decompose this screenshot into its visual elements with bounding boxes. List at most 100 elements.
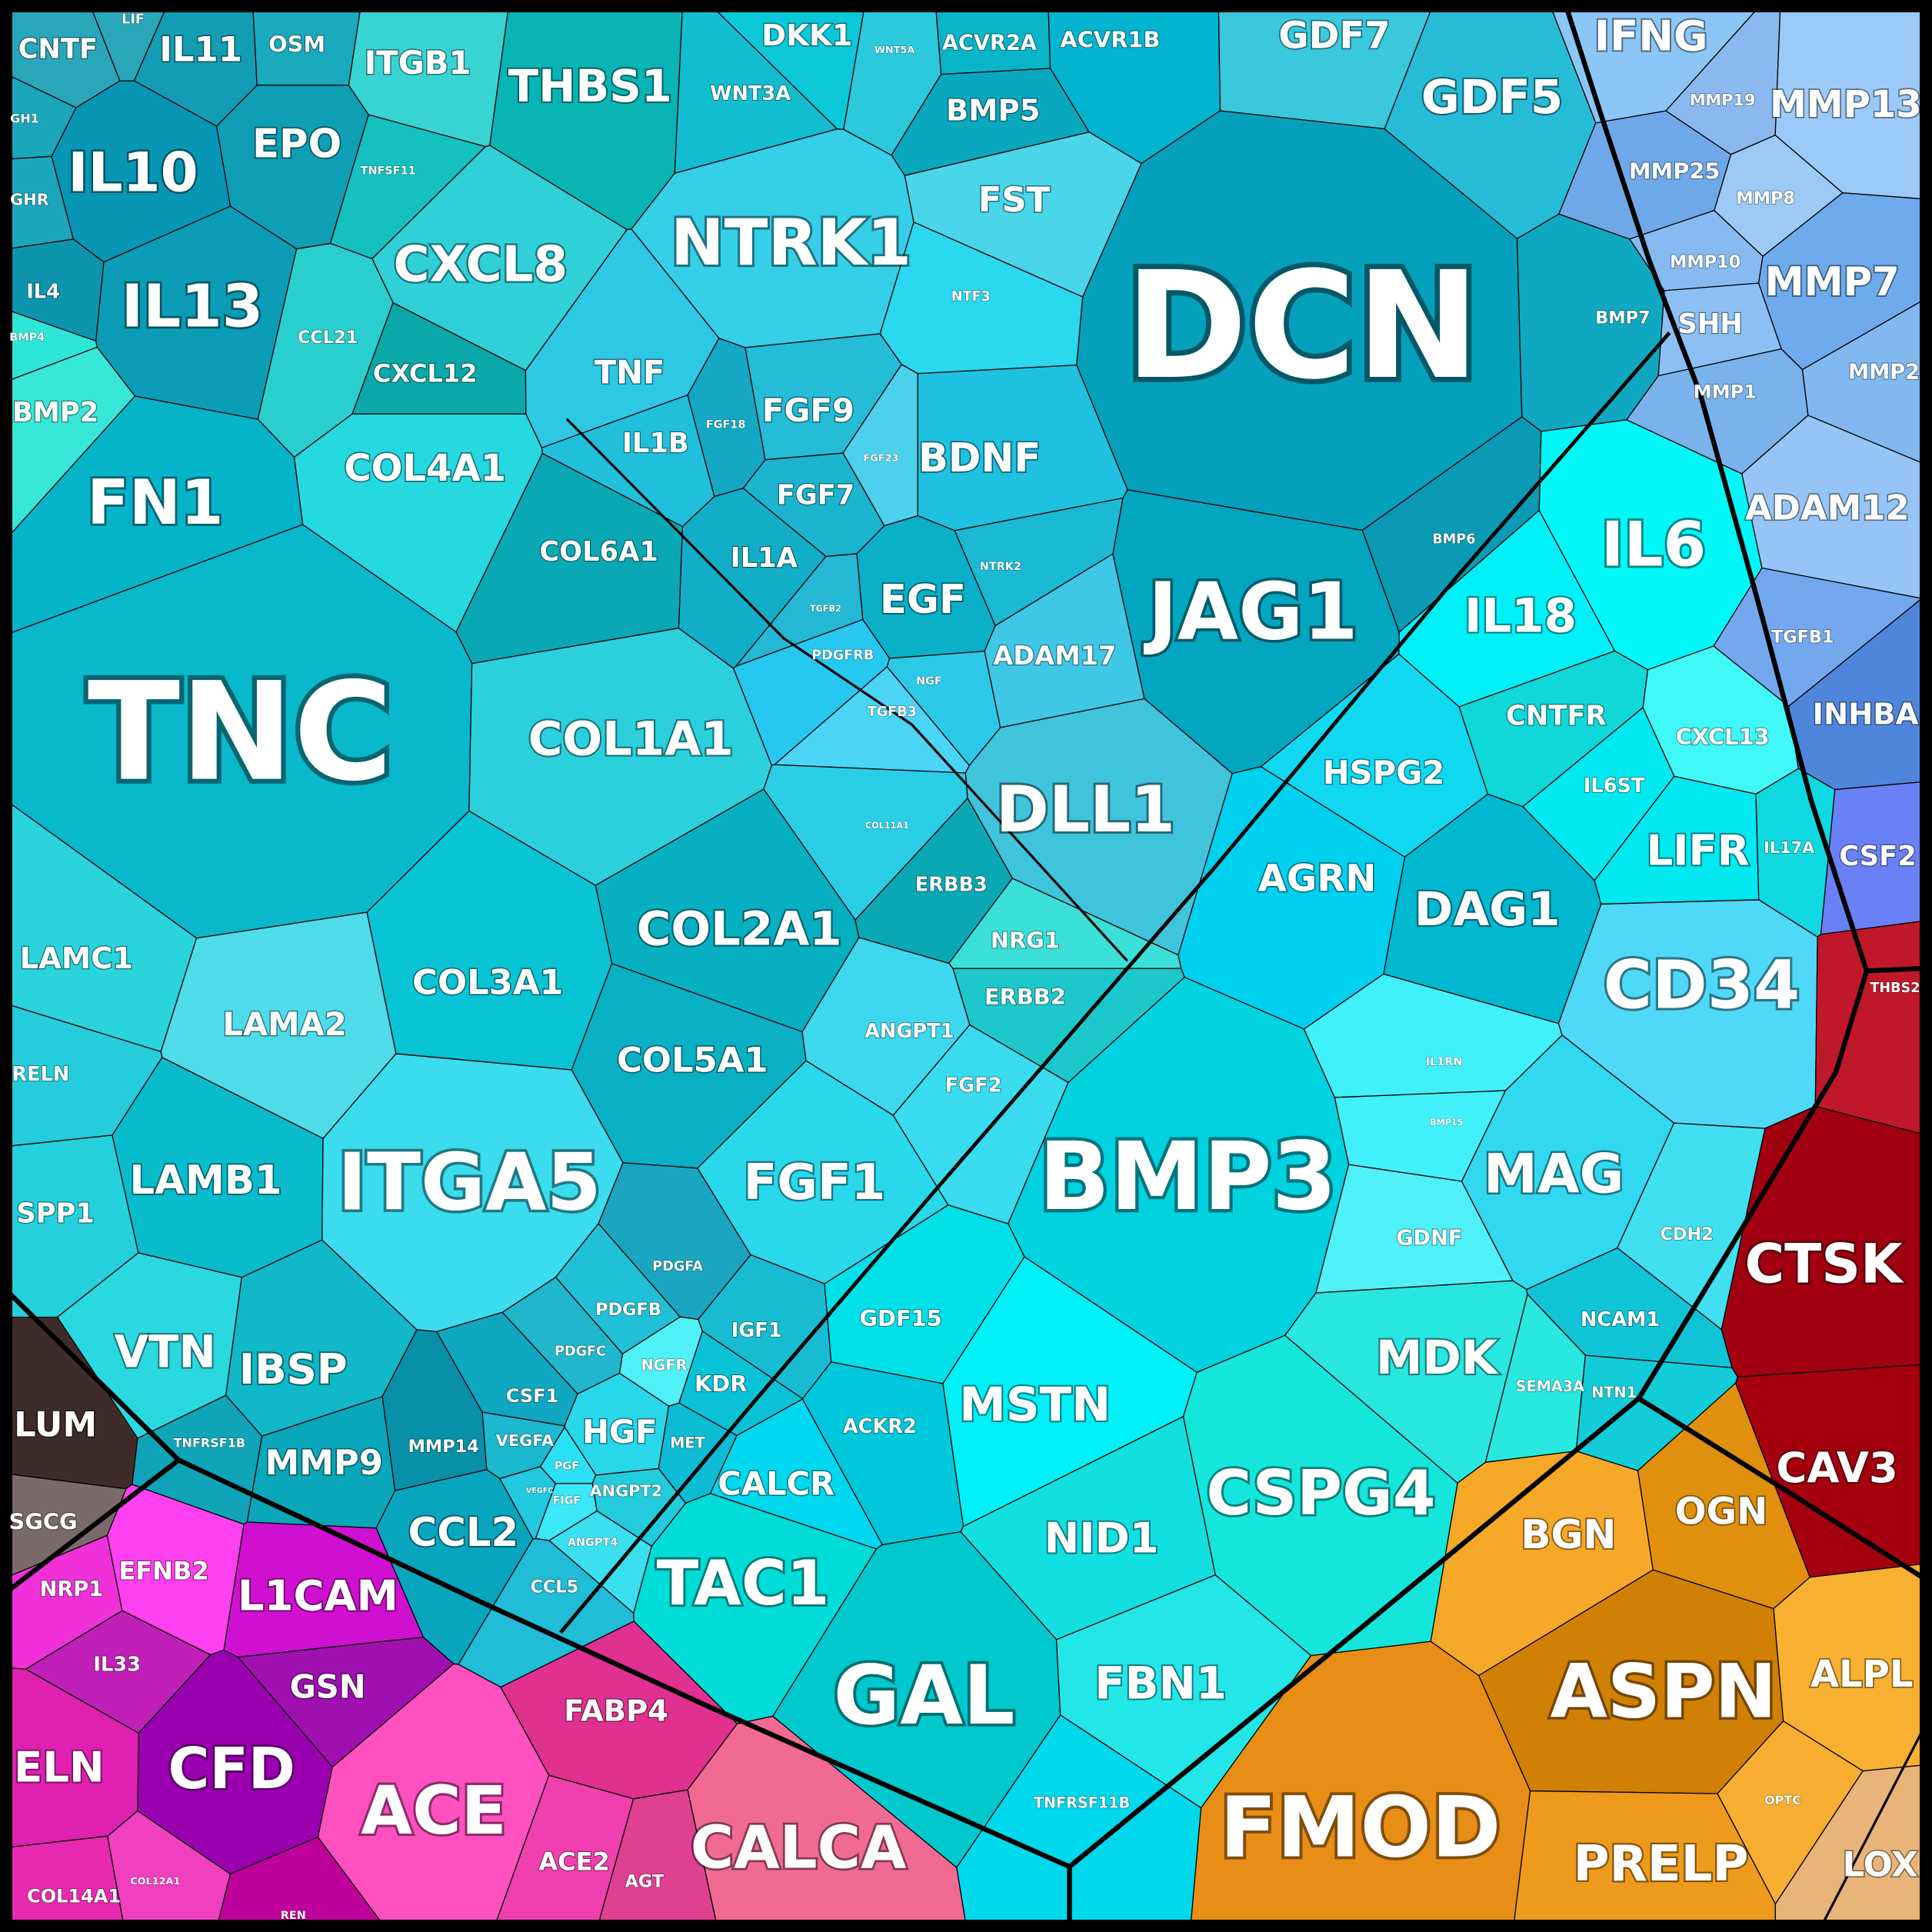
cell-label: DKK1 xyxy=(761,18,852,53)
cell-label: LAMC1 xyxy=(20,941,133,976)
group-border xyxy=(8,1457,181,1592)
cell-label: BMP3 xyxy=(1038,1122,1337,1231)
cell-label: IFNG xyxy=(1594,11,1708,60)
cell-label: IL1B xyxy=(622,428,689,459)
cell-label: FABP4 xyxy=(564,1694,668,1729)
cell-label: TAC1 xyxy=(657,1547,830,1619)
cell-label: TNF xyxy=(595,353,665,391)
cell-label: WNT5A xyxy=(874,45,914,56)
cell-label: HGF xyxy=(582,1413,657,1451)
cell-label: DCN xyxy=(1125,241,1481,412)
cell-label: FGF7 xyxy=(777,480,855,511)
cell-label: GH1 xyxy=(10,111,39,125)
cell-label: FGF2 xyxy=(945,1074,1002,1097)
cell-label: ACVR1B xyxy=(1060,26,1160,52)
cell-label: IL11 xyxy=(159,29,242,70)
cell-label: VTN xyxy=(115,1325,216,1377)
cell-label: THBS1 xyxy=(508,60,672,112)
cell-label: AGT xyxy=(625,1871,665,1891)
cell-label: NGFR xyxy=(641,1357,688,1374)
cell-label: BGN xyxy=(1521,1512,1616,1558)
cell-label: LIFR xyxy=(1647,825,1750,874)
cell-label: IGF1 xyxy=(731,1319,782,1342)
cell-label: ADAM17 xyxy=(993,641,1116,671)
cell-label: ADAM12 xyxy=(1745,488,1910,528)
cell-label: LIF xyxy=(122,12,145,28)
group-border xyxy=(1564,8,1923,974)
cell-label: MAG xyxy=(1484,1143,1624,1206)
cell-label: FN1 xyxy=(87,467,223,538)
cell-label: IL17A xyxy=(1764,838,1814,857)
cell-label: NTRK1 xyxy=(671,205,911,280)
cell-label: INHBA xyxy=(1813,698,1919,732)
cell-label: GAL xyxy=(834,1648,1015,1743)
cell xyxy=(1334,1090,1507,1182)
cell-label: MMP10 xyxy=(1670,252,1740,272)
cell-label: MMP19 xyxy=(1690,91,1756,109)
cell-label: ANGPT4 xyxy=(568,1537,618,1549)
cell-label: MMP9 xyxy=(265,1442,383,1483)
cell-label: COL3A1 xyxy=(412,961,564,1002)
cell-label: FGF1 xyxy=(744,1154,886,1211)
cell-label: IL4 xyxy=(26,281,60,304)
cell-label: NID1 xyxy=(1044,1513,1159,1562)
cell-label: PDGFRB xyxy=(811,648,874,663)
cell-label: ANGPT1 xyxy=(864,1020,954,1043)
cell-label: NRG1 xyxy=(991,927,1060,953)
cell-label: IBSP xyxy=(239,1344,348,1394)
cell-label: COL14A1 xyxy=(27,1886,121,1907)
cell-label: JAG1 xyxy=(1144,567,1358,658)
cell-label: IL1A xyxy=(731,542,798,574)
cell-label: ACKR2 xyxy=(843,1415,917,1438)
cell-label: ANGPT2 xyxy=(590,1481,663,1500)
cell-label: NTN1 xyxy=(1591,1384,1637,1401)
cell-label: FIGF xyxy=(553,1494,581,1507)
cell-label: IL13 xyxy=(122,272,264,341)
cell-label: CALCA xyxy=(691,1814,907,1883)
cell-label: GDF7 xyxy=(1278,14,1391,57)
cell-label: TNFRSF1B xyxy=(174,1435,245,1450)
cell-label: CNTFR xyxy=(1506,700,1607,731)
cell-label: EGF xyxy=(880,577,966,623)
cell-label: LAMA2 xyxy=(222,1005,346,1043)
cell-label: BMP7 xyxy=(1595,308,1650,328)
cell-label: FMOD xyxy=(1220,1778,1501,1876)
cell-label: FBN1 xyxy=(1094,1657,1227,1709)
cell-label: LOX xyxy=(1843,1844,1918,1884)
cell-label: TGFB2 xyxy=(810,604,841,614)
group-border xyxy=(565,418,1129,962)
cell-label: MET xyxy=(670,1434,705,1451)
cell-label: COL1A1 xyxy=(528,712,734,767)
cell-label: MMP8 xyxy=(1736,188,1795,208)
cell-label: MMP25 xyxy=(1629,158,1720,185)
cell-label: MDK xyxy=(1376,1331,1499,1385)
cell-label: BMP4 xyxy=(9,331,45,344)
cell-label: FGF18 xyxy=(706,419,746,431)
cell-label: THBS2 xyxy=(1870,981,1920,996)
cell-label: RELN xyxy=(12,1063,69,1086)
cell-label: ITGA5 xyxy=(338,1137,601,1228)
cell-label: PGF xyxy=(555,1460,579,1472)
cell-label: WNT3A xyxy=(710,82,791,105)
cell-label: ITGB1 xyxy=(365,44,471,82)
cell-label: SPP1 xyxy=(16,1198,95,1230)
cell-label: ELN xyxy=(14,1742,104,1791)
cell-label: COL12A1 xyxy=(130,1876,180,1887)
cell-label: VEGFC xyxy=(526,1487,554,1495)
cell-label: LUM xyxy=(14,1404,97,1444)
cell-label: ACVR2A xyxy=(942,32,1037,55)
cell-label: ERBB3 xyxy=(915,873,988,896)
cell-label: FST xyxy=(978,179,1051,220)
cell-label: OGN xyxy=(1675,1491,1768,1534)
cell-label: PRELP xyxy=(1574,1836,1749,1893)
cell-label: AGRN xyxy=(1258,857,1377,900)
group-border xyxy=(1067,1396,1641,1923)
cell-label: ACE2 xyxy=(538,1847,609,1877)
cell-label: CFD xyxy=(168,1737,295,1802)
cell-label: COL6A1 xyxy=(539,536,658,568)
cell-label: COL5A1 xyxy=(617,1039,768,1080)
cell-label: BMP2 xyxy=(12,397,98,428)
cell-label: IL6 xyxy=(1601,509,1707,581)
cell-label: CSPG4 xyxy=(1206,1457,1435,1529)
